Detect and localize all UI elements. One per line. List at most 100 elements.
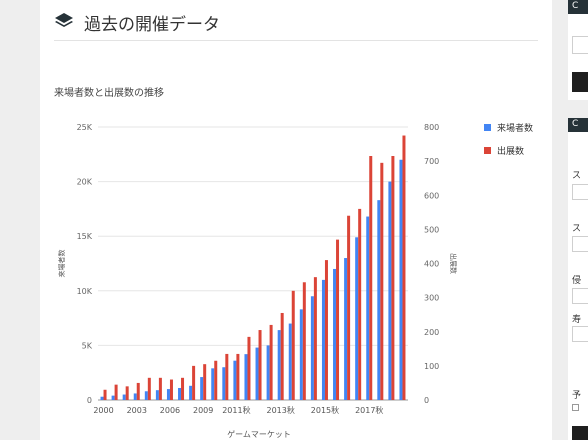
x-axis-title: ゲームマーケット bbox=[227, 429, 291, 439]
bar-exhibitors bbox=[103, 389, 107, 400]
y-right-axis-title: 出展数 bbox=[449, 253, 458, 274]
bar-exhibitors bbox=[181, 377, 185, 400]
bar-visitors bbox=[377, 200, 381, 400]
search-button[interactable] bbox=[572, 72, 588, 92]
y-left-tick-label: 20K bbox=[77, 178, 93, 187]
y-right-tick-label: 300 bbox=[424, 294, 439, 303]
y-right-tick-label: 200 bbox=[424, 328, 439, 337]
bar-visitors bbox=[366, 216, 370, 400]
x-tick-label: 2006 bbox=[160, 406, 180, 415]
legend-label: 来場者数 bbox=[497, 122, 533, 134]
bar-visitors bbox=[111, 395, 115, 400]
bar-visitors bbox=[344, 258, 348, 400]
x-tick-label: 2003 bbox=[127, 406, 147, 415]
sidebar-card-1: C bbox=[568, 0, 588, 100]
bar-exhibitors bbox=[358, 208, 362, 400]
bar-exhibitors bbox=[214, 360, 218, 400]
filter-field-2[interactable] bbox=[572, 236, 588, 252]
y-right-tick-label: 500 bbox=[424, 225, 439, 234]
bar-exhibitors bbox=[280, 312, 284, 400]
bar-exhibitors bbox=[313, 277, 317, 400]
bar-exhibitors bbox=[169, 379, 173, 400]
y-left-tick-label: 25K bbox=[77, 123, 93, 132]
sidebar-card-2: C ス ス 侵 寿 予 bbox=[568, 118, 588, 440]
field-label: 予 bbox=[572, 391, 582, 401]
card-header: C bbox=[568, 118, 588, 132]
bar-visitors bbox=[277, 330, 281, 400]
y-left-tick-label: 0 bbox=[87, 396, 92, 405]
bar-visitors bbox=[144, 391, 148, 400]
field-label: ス bbox=[572, 171, 582, 181]
bar-exhibitors bbox=[136, 382, 140, 400]
bar-exhibitors bbox=[302, 282, 306, 400]
card-header: C bbox=[568, 0, 588, 14]
y-right-tick-label: 100 bbox=[424, 362, 439, 371]
bar-visitors bbox=[255, 347, 259, 400]
filter-submit-button[interactable] bbox=[572, 426, 588, 440]
bar-exhibitors bbox=[158, 377, 162, 400]
bar-visitors bbox=[288, 323, 292, 400]
card-header-text: C bbox=[572, 1, 579, 11]
bar-exhibitors bbox=[291, 290, 295, 400]
bar-visitors bbox=[388, 181, 392, 400]
bar-visitors bbox=[178, 387, 182, 400]
filter-field-3[interactable] bbox=[572, 288, 588, 304]
x-tick-label: 2011秋 bbox=[222, 405, 250, 415]
filter-checkbox[interactable] bbox=[572, 404, 579, 411]
filter-field-4[interactable] bbox=[572, 326, 588, 342]
bar-exhibitors bbox=[347, 215, 351, 400]
legend-swatch bbox=[484, 124, 491, 131]
bar-exhibitors bbox=[380, 162, 384, 400]
bar-visitors bbox=[321, 279, 325, 400]
bar-exhibitors bbox=[125, 386, 129, 400]
right-sidebar: C C ス ス 侵 寿 予 bbox=[568, 0, 588, 440]
layers-icon bbox=[55, 13, 73, 27]
y-right-tick-label: 600 bbox=[424, 191, 439, 200]
y-left-tick-label: 15K bbox=[77, 232, 93, 241]
bar-visitors bbox=[333, 268, 337, 400]
y-right-tick-label: 800 bbox=[424, 123, 439, 132]
past-events-panel: 過去の開催データ 来場者数と出展数の推移 bbox=[40, 0, 552, 440]
bar-exhibitors bbox=[324, 260, 328, 400]
bar-exhibitors bbox=[369, 156, 373, 400]
filter-field-1[interactable] bbox=[572, 184, 588, 200]
bar-visitors bbox=[244, 354, 248, 400]
field-label: 寿 bbox=[572, 315, 582, 325]
bar-visitors bbox=[200, 377, 204, 400]
chart-title: 来場者数と出展数の推移 bbox=[54, 88, 164, 99]
bar-exhibitors bbox=[269, 324, 273, 400]
x-tick-label: 2009 bbox=[193, 406, 213, 415]
y-left-tick-label: 5K bbox=[82, 341, 93, 350]
bar-visitors bbox=[211, 368, 215, 400]
bar-exhibitors bbox=[258, 330, 262, 400]
y-right-tick-label: 400 bbox=[424, 260, 439, 269]
bar-visitors bbox=[100, 396, 104, 400]
y-right-tick-label: 700 bbox=[424, 157, 439, 166]
y-left-tick-label: 10K bbox=[77, 287, 93, 296]
field-label: ス bbox=[572, 224, 582, 234]
card-header-text: C bbox=[572, 119, 579, 129]
y-right-tick-label: 0 bbox=[424, 396, 429, 405]
x-tick-label: 2015秋 bbox=[311, 405, 339, 415]
bar-exhibitors bbox=[402, 135, 406, 400]
bar-exhibitors bbox=[192, 365, 196, 400]
x-tick-label: 2000 bbox=[93, 406, 113, 415]
bar-exhibitors bbox=[147, 377, 151, 400]
field-label: 侵 bbox=[572, 276, 582, 286]
bar-exhibitors bbox=[391, 156, 395, 400]
bar-visitors bbox=[299, 309, 303, 400]
bar-visitors bbox=[355, 237, 359, 400]
bar-visitors bbox=[155, 390, 159, 400]
bar-exhibitors bbox=[247, 336, 251, 400]
bar-visitors bbox=[399, 159, 403, 400]
x-tick-label: 2013秋 bbox=[266, 405, 294, 415]
search-input[interactable] bbox=[572, 36, 588, 54]
bar-visitors bbox=[233, 360, 237, 400]
bar-visitors bbox=[133, 393, 137, 400]
bar-visitors bbox=[189, 385, 193, 400]
bar-visitors bbox=[266, 345, 270, 400]
section-title: 過去の開催データ bbox=[84, 15, 220, 35]
bar-visitors bbox=[310, 296, 314, 400]
bar-visitors bbox=[122, 394, 126, 400]
